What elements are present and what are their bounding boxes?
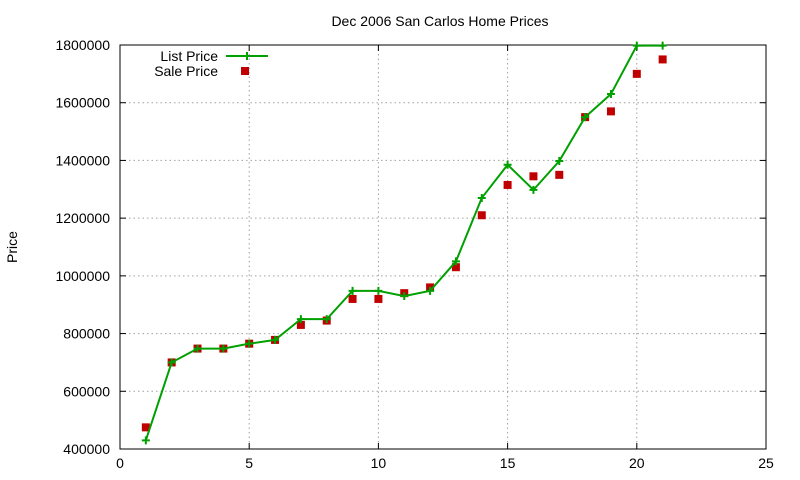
- sale-price-point: [606, 107, 615, 116]
- x-tick-label: 10: [371, 455, 387, 471]
- grid-lines: [120, 45, 766, 449]
- list-price-point: [581, 113, 590, 122]
- plot-area-border: [119, 44, 767, 450]
- y-axis-label: Price: [4, 231, 20, 263]
- list-price-point: [477, 193, 486, 202]
- list-price-point: [374, 286, 383, 295]
- list-price-point: [296, 315, 305, 324]
- sale-price-point: [451, 263, 460, 272]
- sale-price-point: [555, 170, 564, 179]
- y-tick-label: 400000: [63, 441, 110, 457]
- sale-price-point: [658, 55, 667, 64]
- y-tick-label: 1800000: [55, 37, 110, 53]
- legend-label-sale-price: Sale Price: [154, 63, 218, 79]
- y-tick-label: 1200000: [55, 210, 110, 226]
- list-price-point: [632, 41, 641, 50]
- list-price-point: [193, 344, 202, 353]
- y-tick-label: 1400000: [55, 152, 110, 168]
- legend-marker-list-price: [243, 52, 251, 60]
- list-price-line: [144, 44, 663, 441]
- list-price-point: [219, 344, 228, 353]
- y-tick-label: 600000: [63, 383, 110, 399]
- sale-price-point: [477, 211, 486, 220]
- x-tick-label: 0: [116, 455, 124, 471]
- x-tick-label: 5: [245, 455, 253, 471]
- axis-ticks: 0 5 10 15 20 25 400000 600000 800000 1000000 12000…: [55, 37, 774, 471]
- x-tick-label: 25: [758, 455, 774, 471]
- x-tick-label: 15: [500, 455, 516, 471]
- y-tick-label: 1000000: [55, 268, 110, 284]
- sale-price-point: [374, 294, 383, 303]
- list-price-point: [167, 358, 176, 367]
- sale-price-point: [141, 423, 150, 432]
- list-price-point: [400, 292, 409, 301]
- series-layer: [141, 41, 667, 445]
- sale-price-point: [503, 180, 512, 189]
- sale-price-point: [348, 294, 357, 303]
- list-price-point: [245, 339, 254, 348]
- chart-title: Dec 2006 San Carlos Home Prices: [331, 13, 548, 29]
- legend-label-list-price: List Price: [160, 48, 218, 64]
- sale-price-point: [296, 320, 305, 329]
- list-price-point: [658, 41, 667, 50]
- sale-price-point: [529, 172, 538, 181]
- sale-price-point: [632, 69, 641, 78]
- legend: List Price Sale Price: [154, 48, 268, 79]
- list-price-point: [141, 436, 150, 445]
- list-price-point: [348, 286, 357, 295]
- y-tick-label: 1600000: [55, 95, 110, 111]
- list-price-point: [426, 286, 435, 295]
- y-tick-label: 800000: [63, 326, 110, 342]
- list-price-point: [529, 185, 538, 194]
- legend-marker-sale-price: [241, 67, 249, 75]
- list-price-point: [555, 157, 564, 166]
- list-price-point: [451, 257, 460, 266]
- x-tick-label: 20: [629, 455, 645, 471]
- list-price-point: [322, 315, 331, 324]
- list-price-point: [606, 90, 615, 99]
- list-price-point: [503, 160, 512, 169]
- list-price-point: [271, 335, 280, 344]
